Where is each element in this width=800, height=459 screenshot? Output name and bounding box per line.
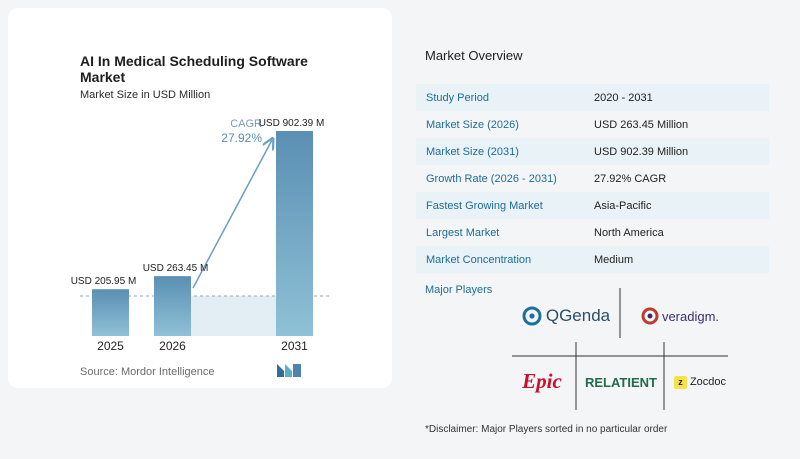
major-players-grid: [512, 288, 728, 410]
row-key: Fastest Growing Market: [426, 199, 543, 212]
row-value: 2020 - 2031: [594, 91, 653, 104]
bar-2026: [154, 276, 191, 336]
epic-text: Epic: [522, 368, 562, 393]
veradigm-logo: veradigm.: [634, 302, 726, 330]
mordor-intelligence-logo: [277, 364, 301, 377]
row-key: Market Concentration: [426, 253, 532, 266]
chart-title: AI In Medical Scheduling Software Market: [80, 53, 308, 85]
disclaimer: *Disclaimer: Major Players sorted in no …: [425, 424, 668, 435]
qgenda-logo: QGenda: [518, 302, 614, 330]
row-key: Market Size (2031): [426, 145, 519, 158]
zocdoc-mark-icon: z: [673, 375, 687, 389]
chart-subtitle: Market Size in USD Million: [80, 89, 211, 101]
overview-row-study-period: Study Period 2020 - 2031: [416, 84, 769, 111]
row-value: Medium: [594, 253, 634, 266]
major-players-label: Major Players: [425, 284, 493, 296]
overview-row-fastest-growing: Fastest Growing Market Asia-Pacific: [416, 192, 769, 219]
zocdoc-logo: z Zocdoc: [668, 370, 732, 394]
row-value: Asia-Pacific: [594, 199, 652, 212]
row-value: USD 902.39 Million: [594, 145, 689, 158]
overview-row-market-size-2031: Market Size (2031) USD 902.39 Million: [416, 138, 769, 165]
value-label-2025: USD 205.95 M: [71, 276, 137, 287]
market-size-chart: CAGR 27.92% USD 205.95 M 2025 USD 263.45 M…: [71, 118, 330, 353]
epic-logo: Epic: [510, 366, 574, 396]
row-key: Study Period: [426, 91, 489, 104]
veradigm-mark-icon: [641, 307, 659, 325]
row-value: USD 263.45 Million: [594, 118, 689, 131]
row-key: Growth Rate (2026 - 2031): [426, 172, 557, 185]
market-overview-table: Study Period 2020 - 2031 Market Size (202…: [416, 84, 769, 273]
category-label-2031: 2031: [281, 339, 308, 353]
overview-row-largest-market: Largest Market North America: [416, 219, 769, 246]
bar-2031: [276, 131, 313, 336]
row-value: North America: [594, 226, 664, 239]
cagr-label: CAGR: [230, 118, 262, 130]
cagr-arrow: [192, 140, 272, 289]
row-key: Market Size (2026): [426, 118, 519, 131]
veradigm-text: veradigm.: [661, 308, 720, 324]
cagr-value: 27.92%: [221, 131, 262, 145]
overview-row-market-size-2026: Market Size (2026) USD 263.45 Million: [416, 111, 769, 138]
qgenda-text: QGenda: [545, 306, 611, 325]
overview-row-concentration: Market Concentration Medium: [416, 246, 769, 273]
category-label-2026: 2026: [159, 339, 186, 353]
category-label-2025: 2025: [97, 339, 124, 353]
market-overview-title: Market Overview: [425, 48, 523, 63]
relatient-logo: RELATIENT: [578, 370, 664, 394]
bar-2025: [92, 289, 129, 336]
value-label-2031: USD 902.39 M: [259, 118, 325, 129]
row-key: Largest Market: [426, 226, 500, 239]
qgenda-mark-icon: [522, 306, 542, 326]
overview-row-growth-rate: Growth Rate (2026 - 2031) 27.92% CAGR: [416, 165, 769, 192]
row-value: 27.92% CAGR: [594, 172, 667, 185]
source-note: Source: Mordor Intelligence: [80, 366, 215, 378]
growth-shade: [191, 296, 276, 336]
zocdoc-text: Zocdoc: [689, 376, 727, 388]
relatient-text: RELATIENT: [585, 374, 657, 390]
value-label-2026: USD 263.45 M: [143, 263, 209, 274]
